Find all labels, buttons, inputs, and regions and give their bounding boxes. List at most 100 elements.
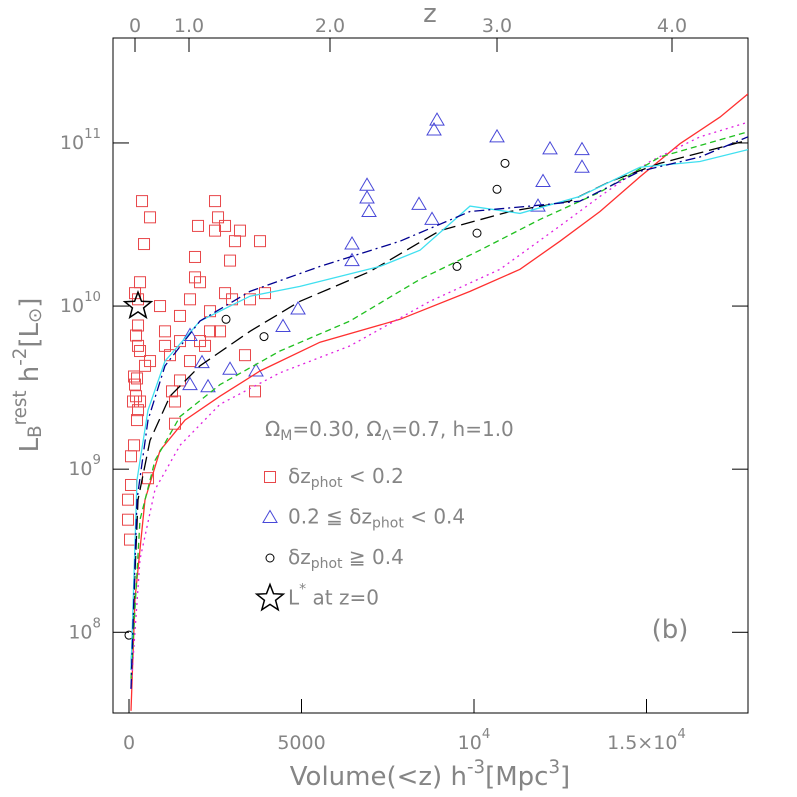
triangle-marker <box>424 211 440 225</box>
panel-label: (b) <box>652 615 689 645</box>
x-tick-label: 0 <box>123 732 135 754</box>
square-marker <box>132 319 145 332</box>
square-marker <box>209 195 222 208</box>
x2-tick-label: 3.0 <box>482 15 512 37</box>
plot-frame <box>112 37 749 714</box>
triangle-marker <box>344 236 360 250</box>
square-marker <box>131 372 144 385</box>
square-marker <box>154 300 167 313</box>
square-marker <box>132 404 145 417</box>
square-marker <box>165 385 178 398</box>
square-marker <box>214 325 227 338</box>
square-marker <box>134 395 147 408</box>
legend-text: 0.2 ≦ δzphot < 0.4 <box>288 504 465 532</box>
square-marker <box>219 287 232 300</box>
square-marker <box>138 238 151 251</box>
star-marker <box>254 582 286 612</box>
legend-text: L* at z=0 <box>288 582 379 610</box>
model-curve <box>130 136 748 689</box>
square-marker <box>168 395 181 408</box>
triangle-marker <box>361 203 377 217</box>
circle-marker <box>265 553 275 563</box>
square-marker <box>144 355 157 368</box>
legend-text: δzphot ≧ 0.4 <box>288 545 404 573</box>
triangle-marker <box>248 362 264 377</box>
square-marker <box>144 211 157 224</box>
square-marker <box>128 439 141 452</box>
square-marker <box>189 250 202 263</box>
circle-marker <box>492 184 502 194</box>
triangle-marker <box>429 112 445 126</box>
x2-tick-label: 1.0 <box>174 15 204 37</box>
x-tick-label: 104 <box>458 727 491 754</box>
x2-tick-label: 0 <box>129 15 141 37</box>
square-marker <box>158 325 171 338</box>
triangle-marker <box>275 318 291 332</box>
triangle-marker <box>359 189 375 204</box>
square-marker <box>134 345 147 358</box>
square-marker <box>132 293 145 306</box>
square-marker <box>233 224 246 237</box>
x2-axis-label: z <box>423 0 437 29</box>
triangle-marker <box>426 122 442 136</box>
square-marker <box>168 417 181 430</box>
y-axis-label: LBrest h-2[L⊙] <box>10 298 46 453</box>
square-marker <box>130 329 143 342</box>
x2-tick-label: 2.0 <box>315 15 345 37</box>
circle-marker <box>452 261 462 271</box>
square-marker <box>122 513 135 526</box>
y-tick-label: 1011 <box>60 127 101 154</box>
x-axis-label: Volume(<z) h-3[Mpc3] <box>290 757 570 792</box>
legend-text: δzphot < 0.2 <box>288 464 404 492</box>
x-tick-label: 5000 <box>277 732 325 754</box>
triangle-marker <box>411 196 427 210</box>
square-marker <box>125 478 138 491</box>
square-marker <box>136 195 149 208</box>
square-marker <box>212 211 225 224</box>
square-marker <box>173 374 186 387</box>
triangle-marker <box>535 173 551 188</box>
triangle-marker <box>574 159 590 173</box>
triangle-marker <box>359 177 375 191</box>
triangle-marker <box>574 141 590 156</box>
y-tick-label: 1010 <box>60 290 101 317</box>
square-marker <box>254 235 267 248</box>
triangle-marker <box>182 327 198 341</box>
star-marker <box>122 289 154 320</box>
square-marker <box>128 370 141 383</box>
triangle-marker <box>344 252 360 267</box>
square-marker <box>224 254 237 267</box>
circle-marker <box>500 158 510 168</box>
square-marker <box>173 335 186 348</box>
square-marker <box>131 414 144 427</box>
square-marker <box>173 309 186 322</box>
square-marker <box>192 219 205 232</box>
x-tick-label: 1.5×104 <box>607 727 686 754</box>
square-marker <box>125 450 138 463</box>
square-marker <box>194 335 207 348</box>
square-marker <box>122 493 135 506</box>
model-curve <box>130 121 748 689</box>
circle-marker <box>472 228 482 238</box>
square-marker <box>184 293 197 306</box>
square-marker <box>219 219 232 232</box>
square-marker <box>124 533 137 546</box>
square-marker <box>209 224 222 237</box>
model-curve <box>130 131 748 679</box>
triangle-marker <box>182 376 198 391</box>
triangle-marker <box>222 361 238 375</box>
y-tick-label: 109 <box>68 453 101 480</box>
model-curve <box>130 148 748 670</box>
square-marker <box>228 235 241 248</box>
square-marker <box>204 325 217 338</box>
y-tick-label: 108 <box>68 616 101 643</box>
square-marker <box>264 471 276 483</box>
triangle-marker <box>290 300 306 315</box>
square-marker <box>249 385 262 398</box>
square-marker <box>238 349 251 362</box>
annotation: ΩM=0.30, ΩΛ=0.7, h=1.0 <box>265 417 514 445</box>
square-marker <box>129 378 142 391</box>
square-marker <box>134 276 147 289</box>
square-marker <box>194 276 207 289</box>
